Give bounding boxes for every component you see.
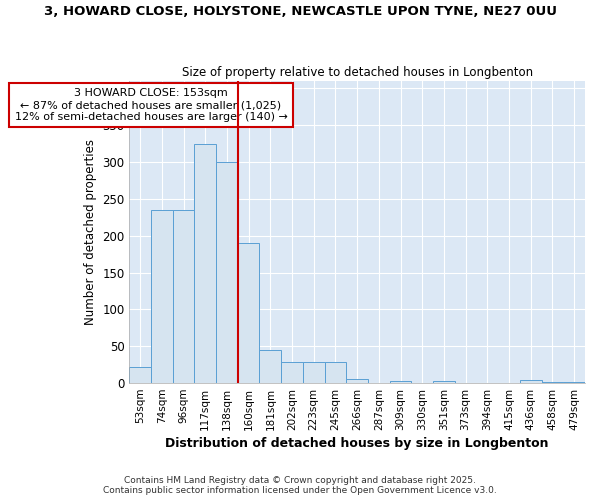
Bar <box>389 381 412 383</box>
Bar <box>216 162 238 383</box>
Text: 3 HOWARD CLOSE: 153sqm
← 87% of detached houses are smaller (1,025)
12% of semi-: 3 HOWARD CLOSE: 153sqm ← 87% of detached… <box>14 88 287 122</box>
Bar <box>303 362 325 383</box>
Bar <box>238 243 259 383</box>
Bar <box>129 367 151 383</box>
Bar <box>281 362 303 383</box>
Bar <box>325 362 346 383</box>
Bar <box>259 350 281 383</box>
Bar <box>194 144 216 383</box>
X-axis label: Distribution of detached houses by size in Longbenton: Distribution of detached houses by size … <box>166 437 549 450</box>
Title: Size of property relative to detached houses in Longbenton: Size of property relative to detached ho… <box>182 66 533 78</box>
Bar <box>151 210 173 383</box>
Text: 3, HOWARD CLOSE, HOLYSTONE, NEWCASTLE UPON TYNE, NE27 0UU: 3, HOWARD CLOSE, HOLYSTONE, NEWCASTLE UP… <box>44 5 557 18</box>
Bar <box>346 380 368 383</box>
Bar <box>173 210 194 383</box>
Y-axis label: Number of detached properties: Number of detached properties <box>83 139 97 325</box>
Bar <box>542 382 563 383</box>
Bar <box>563 382 585 383</box>
Bar <box>520 380 542 383</box>
Bar <box>433 381 455 383</box>
Text: Contains HM Land Registry data © Crown copyright and database right 2025.
Contai: Contains HM Land Registry data © Crown c… <box>103 476 497 495</box>
